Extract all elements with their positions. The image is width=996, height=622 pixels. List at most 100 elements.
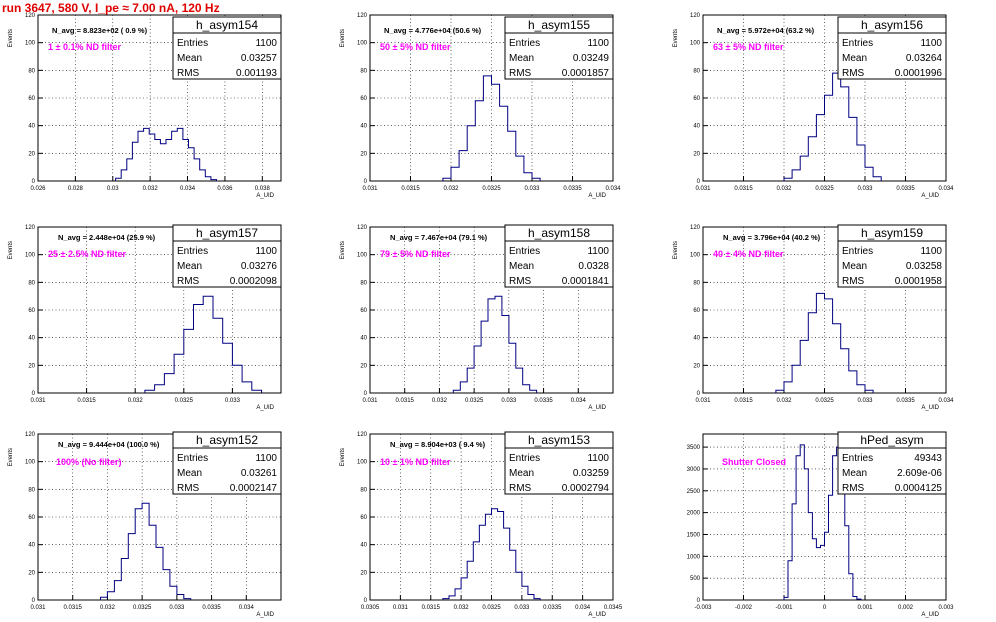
x-tick-label: 0.031 xyxy=(30,398,46,404)
stats-label: RMS xyxy=(509,276,532,287)
y-tick-label: 100 xyxy=(690,41,701,47)
histogram-panel-h_asym159: 0 20 40 60 80 100 120 0.031 0.0315 0.032 0.0325 0.0… xyxy=(673,224,954,411)
y-tick-label: 0 xyxy=(32,391,36,397)
y-axis-title: Events xyxy=(340,29,346,47)
stats-value: 2.609e-06 xyxy=(897,468,942,479)
stats-label: Entries xyxy=(177,453,208,464)
x-tick-label: 0.0315 xyxy=(734,398,753,404)
y-tick-label: 120 xyxy=(690,13,701,19)
stats-value: 0.0001841 xyxy=(562,276,610,287)
stats-value: 1100 xyxy=(255,246,277,257)
plot-frame xyxy=(369,433,614,601)
y-tick-label: 0 xyxy=(697,179,701,185)
x-tick-label: 0 xyxy=(823,605,827,611)
x-tick-label: 0.0335 xyxy=(202,605,221,611)
y-tick-label: 100 xyxy=(357,41,368,47)
stats-label: Entries xyxy=(842,453,873,464)
stats-value: 1100 xyxy=(255,38,277,49)
stats-value: 0.0001857 xyxy=(562,68,610,79)
x-tick-label: 0.0325 xyxy=(175,398,194,404)
stats-value: 1100 xyxy=(587,246,609,257)
stats-box: h_asym153 Entries 1100 Mean 0.03259 RMS 0.0002… xyxy=(504,431,614,495)
y-tick-label: 20 xyxy=(28,570,35,576)
x-tick-label: 0.038 xyxy=(255,186,271,192)
navg-annotation: N_avg = 7.467e+04 (79.1 %) xyxy=(390,233,488,242)
stats-value: 0.0002147 xyxy=(230,483,278,494)
x-tick-label: 0.002 xyxy=(898,605,914,611)
x-tick-label: 0.0345 xyxy=(604,605,623,611)
stats-value: 0.0001996 xyxy=(895,68,943,79)
x-axis-title: A_UID xyxy=(256,612,274,618)
stats-box-frame xyxy=(504,16,614,80)
x-tick-label: 0.03 xyxy=(107,186,119,192)
histogram-bars xyxy=(442,75,541,181)
y-tick-label: 100 xyxy=(25,253,36,259)
y-tick-label: 120 xyxy=(25,13,36,19)
x-axis-title: A_UID xyxy=(921,405,939,411)
stats-value: 1100 xyxy=(587,38,609,49)
x-tick-label: 0.033 xyxy=(501,398,517,404)
y-tick-label: 1500 xyxy=(687,532,701,538)
y-tick-label: 120 xyxy=(357,13,368,19)
stats-box: h_asym155 Entries 1100 Mean 0.03249 RMS 0.0001… xyxy=(504,16,614,80)
stats-label: Entries xyxy=(842,38,873,49)
y-axis-title: Events xyxy=(8,241,14,259)
x-tick-label: 0.0325 xyxy=(482,605,501,611)
x-tick-label: 0.034 xyxy=(180,186,196,192)
histogram-name: h_asym152 xyxy=(196,433,258,447)
x-axis-title: A_UID xyxy=(921,193,939,199)
x-tick-label: 0.003 xyxy=(938,605,954,611)
x-tick-label: 0.034 xyxy=(571,398,587,404)
x-tick-label: 0.0315 xyxy=(77,398,96,404)
y-axis-title: Events xyxy=(673,29,679,47)
stats-label: Mean xyxy=(509,53,534,64)
y-tick-label: 80 xyxy=(360,68,367,74)
stats-label: RMS xyxy=(177,483,200,494)
stats-label: RMS xyxy=(177,68,200,79)
stats-label: Mean xyxy=(842,53,867,64)
stats-box-frame xyxy=(172,16,282,80)
x-tick-label: 0.032 xyxy=(454,605,470,611)
y-tick-label: 120 xyxy=(25,432,36,438)
histogram-panel-h_asym154: 0 20 40 60 80 100 120 0.026 0.028 0.03 0.032 0.034 0… xyxy=(8,13,282,199)
stats-label: Mean xyxy=(842,468,867,479)
y-tick-label: 60 xyxy=(28,515,35,521)
histogram-bars xyxy=(775,292,874,393)
stats-label: RMS xyxy=(177,276,200,287)
y-tick-label: 60 xyxy=(693,308,700,314)
y-axis-title: Events xyxy=(340,241,346,259)
stats-label: Entries xyxy=(509,38,540,49)
y-tick-label: 120 xyxy=(25,225,36,231)
plot-frame xyxy=(37,433,282,601)
stats-label: Entries xyxy=(509,246,540,257)
y-tick-label: 80 xyxy=(360,487,367,493)
x-tick-label: 0.031 xyxy=(30,605,46,611)
stats-label: RMS xyxy=(842,276,865,287)
stats-box: h_asym159 Entries 1100 Mean 0.03258 RMS 0.0001… xyxy=(837,224,947,288)
x-tick-label: 0.031 xyxy=(362,398,378,404)
histogram-name: h_asym157 xyxy=(196,226,258,240)
y-tick-label: 80 xyxy=(28,68,35,74)
stats-value: 0.03264 xyxy=(906,53,943,64)
stats-label: Mean xyxy=(177,468,202,479)
plot-frame xyxy=(37,226,282,394)
filter-label: Shutter Closed xyxy=(722,457,786,467)
histogram-panel-h_asym152: 0 20 40 60 80 100 120 0.031 0.0315 0.032 0.0325 0.0… xyxy=(8,431,282,618)
x-tick-label: 0.032 xyxy=(143,186,159,192)
x-tick-label: 0.0335 xyxy=(896,186,915,192)
y-tick-label: 3500 xyxy=(687,445,701,451)
stats-value: 0.001193 xyxy=(236,68,277,79)
y-tick-label: 80 xyxy=(693,68,700,74)
histogram-panel-h_asym156: 0 20 40 60 80 100 120 0.031 0.0315 0.032 0.0325 0.0… xyxy=(673,13,954,199)
x-tick-label: -0.001 xyxy=(775,605,793,611)
x-tick-label: 0.032 xyxy=(776,398,792,404)
stats-label: RMS xyxy=(842,68,865,79)
x-tick-label: 0.032 xyxy=(443,186,459,192)
plot-frame xyxy=(37,14,282,182)
x-tick-label: 0.033 xyxy=(514,605,530,611)
y-tick-label: 40 xyxy=(28,543,35,549)
x-tick-label: 0.0315 xyxy=(396,398,415,404)
stats-label: Entries xyxy=(177,38,208,49)
x-tick-label: 0.0325 xyxy=(482,186,501,192)
y-tick-label: 0 xyxy=(32,598,36,604)
